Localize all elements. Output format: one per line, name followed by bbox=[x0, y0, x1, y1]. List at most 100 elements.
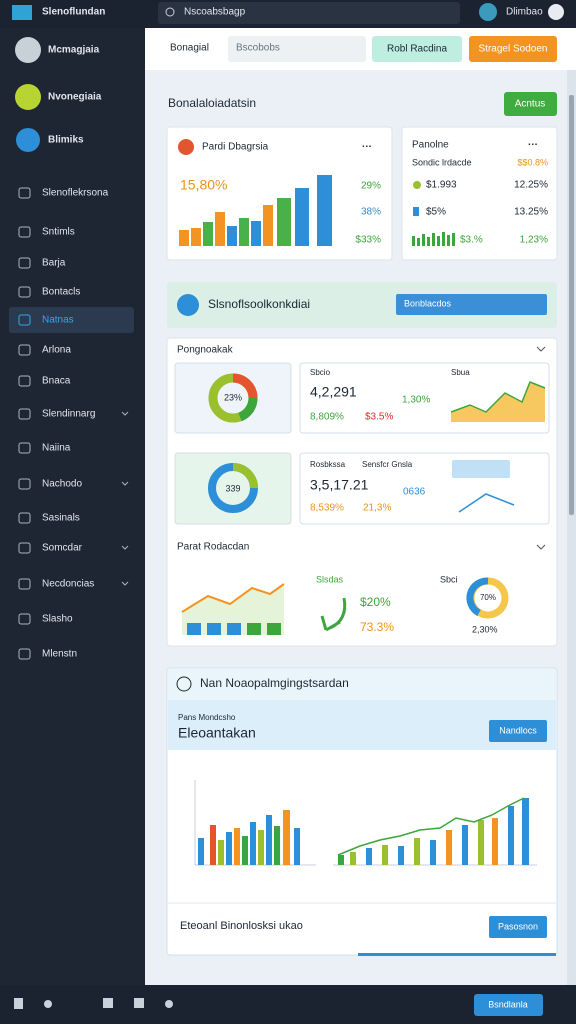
card-title: Pardi Dbagrsia bbox=[202, 142, 269, 153]
shape bbox=[427, 237, 430, 246]
stat: $33% bbox=[355, 235, 381, 246]
shape bbox=[176, 676, 192, 692]
profile-name: Nvonegiaia bbox=[48, 92, 102, 103]
label: Sbua bbox=[451, 368, 470, 377]
nav-item[interactable]: Sntimls bbox=[42, 227, 75, 238]
card-title: Panolne bbox=[412, 140, 449, 151]
input[interactable] bbox=[228, 36, 366, 62]
nav-item[interactable]: Slendinnarg bbox=[42, 409, 95, 420]
label: Sensfcr Gnsla bbox=[362, 460, 413, 469]
shape bbox=[432, 233, 435, 246]
button-label: Bsndlanla bbox=[488, 999, 528, 1009]
shape bbox=[238, 397, 258, 422]
tiny-bars bbox=[412, 232, 455, 246]
nav-item[interactable]: Naiina bbox=[42, 443, 71, 454]
nav-item[interactable]: Slenoflekrsona bbox=[42, 188, 109, 199]
stat: $3.5% bbox=[365, 412, 393, 423]
shape bbox=[447, 235, 450, 246]
shape bbox=[422, 234, 425, 246]
shape bbox=[232, 373, 258, 399]
row-value: 13.25% bbox=[514, 207, 548, 218]
change: 1,30% bbox=[402, 395, 430, 406]
nav-item[interactable]: Somcdar bbox=[42, 543, 83, 554]
shape bbox=[266, 815, 272, 865]
button[interactable] bbox=[489, 720, 547, 742]
nav-item[interactable]: Mlenstn bbox=[42, 649, 77, 660]
select-text: Bonblacdos bbox=[404, 298, 452, 308]
nav-icon bbox=[18, 257, 31, 269]
button[interactable] bbox=[504, 92, 557, 116]
subtitle: Pans Mondcsho bbox=[178, 713, 236, 722]
button-label: Robl Racdina bbox=[387, 44, 447, 55]
shape bbox=[44, 1000, 52, 1008]
stat: 21,3% bbox=[363, 503, 391, 514]
shape bbox=[14, 998, 23, 1009]
shape bbox=[446, 830, 452, 865]
nav-item[interactable]: Nachodo bbox=[42, 479, 82, 490]
shape bbox=[198, 838, 204, 865]
button[interactable] bbox=[474, 994, 543, 1016]
value: 3,5,17.21 bbox=[310, 477, 369, 493]
shape bbox=[452, 460, 510, 478]
button[interactable] bbox=[469, 36, 557, 62]
shape bbox=[165, 7, 175, 17]
nav-item[interactable]: Slasho bbox=[42, 614, 73, 625]
menu: ··· bbox=[362, 142, 372, 153]
shape bbox=[274, 826, 280, 865]
avatar-2 bbox=[548, 4, 564, 20]
button[interactable] bbox=[489, 916, 547, 938]
button-label: Pasosnon bbox=[498, 921, 538, 931]
shape bbox=[134, 998, 144, 1008]
label: Rosbkssa bbox=[310, 460, 346, 469]
shape bbox=[103, 998, 113, 1008]
nav-item[interactable]: Necdoncias bbox=[42, 579, 94, 590]
label: Sbci bbox=[440, 574, 458, 584]
row-value: $3.% bbox=[460, 235, 483, 246]
shape bbox=[492, 818, 498, 865]
nav-item[interactable]: Barja bbox=[42, 258, 66, 269]
row-value: $1.993 bbox=[426, 180, 457, 191]
nav-item[interactable]: Natnas bbox=[42, 315, 74, 326]
heading: Eleoantakan bbox=[178, 725, 256, 741]
shape bbox=[226, 832, 232, 865]
chevron bbox=[121, 411, 129, 416]
nav-item[interactable]: Arlona bbox=[42, 345, 71, 356]
shape bbox=[430, 840, 436, 865]
shape bbox=[181, 583, 285, 613]
logo bbox=[12, 5, 32, 20]
shape bbox=[295, 188, 309, 246]
chevron bbox=[121, 481, 129, 486]
nav-item[interactable]: Sasinals bbox=[42, 513, 80, 524]
profile-avatar bbox=[15, 84, 41, 110]
shape bbox=[366, 848, 372, 865]
nav-item[interactable]: Bontacls bbox=[42, 287, 80, 298]
nav-icon bbox=[18, 648, 31, 660]
shape bbox=[187, 623, 281, 635]
profile-name: Mcmagjaia bbox=[48, 45, 100, 56]
avatar bbox=[479, 3, 497, 21]
nav: Slenoflekrsona Sntimls Barja Bontacls Natnas… bbox=[9, 187, 134, 660]
shape bbox=[191, 228, 201, 246]
shape bbox=[462, 825, 468, 865]
search-text: Nscoabsbagp bbox=[184, 7, 246, 18]
row-value: 12.25% bbox=[514, 180, 548, 191]
profile-name: Blimiks bbox=[48, 135, 84, 146]
nav-icon bbox=[18, 226, 31, 238]
label: ··· bbox=[528, 140, 538, 151]
nav-item[interactable]: Bnaca bbox=[42, 376, 71, 387]
shape bbox=[442, 232, 445, 246]
stat: 29% bbox=[361, 181, 381, 192]
shape bbox=[337, 797, 525, 856]
value: 4,2,291 bbox=[310, 384, 357, 400]
row-value: 1,23% bbox=[520, 235, 548, 246]
shape bbox=[413, 207, 419, 216]
shape bbox=[338, 855, 344, 865]
change: 0636 bbox=[403, 487, 426, 498]
shape bbox=[227, 226, 237, 246]
button[interactable] bbox=[372, 36, 462, 62]
select[interactable] bbox=[396, 294, 547, 315]
shape bbox=[239, 218, 249, 246]
search-box[interactable] bbox=[158, 2, 460, 24]
button-label: Nandlocs bbox=[499, 725, 537, 735]
shape bbox=[478, 820, 484, 865]
